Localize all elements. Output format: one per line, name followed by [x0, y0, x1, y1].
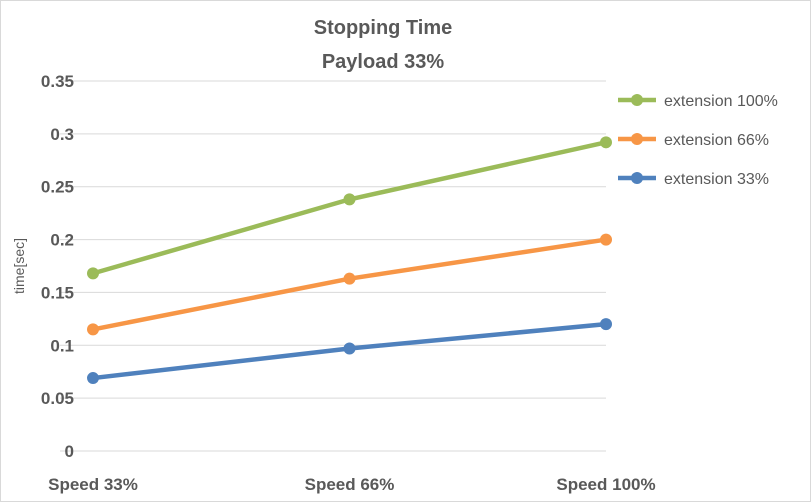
legend-marker [631, 172, 643, 184]
data-point [600, 136, 612, 149]
y-tick-label: 0.35 [41, 72, 74, 91]
legend-marker [631, 133, 643, 145]
chart-title: Stopping Time [314, 17, 453, 39]
data-point [600, 233, 612, 246]
data-point [87, 323, 99, 336]
data-point [343, 272, 356, 285]
data-point [600, 318, 612, 331]
x-tick-label: Speed 33% [48, 475, 138, 494]
legend-marker [631, 94, 643, 106]
data-point [343, 193, 356, 206]
legend-label: extension 66% [664, 132, 769, 149]
legend-label: extension 100% [664, 93, 778, 110]
data-point [343, 342, 356, 355]
y-tick-label: 0.3 [50, 125, 74, 144]
data-point [87, 372, 99, 385]
x-tick-label: Speed 100% [556, 475, 655, 494]
legend-label: extension 33% [664, 171, 769, 188]
y-tick-label: 0.25 [41, 178, 74, 197]
x-tick-label: Speed 66% [305, 475, 395, 494]
y-axis-label: time[sec] [11, 238, 27, 294]
y-tick-label: 0.2 [50, 231, 74, 250]
chart-subtitle: Payload 33% [322, 51, 445, 73]
y-tick-label: 0.15 [41, 283, 74, 302]
y-tick-label: 0 [65, 442, 74, 461]
y-tick-label: 0.1 [50, 336, 74, 355]
series-line [92, 140, 607, 276]
data-point [87, 267, 99, 280]
y-tick-label: 0.05 [41, 389, 74, 408]
